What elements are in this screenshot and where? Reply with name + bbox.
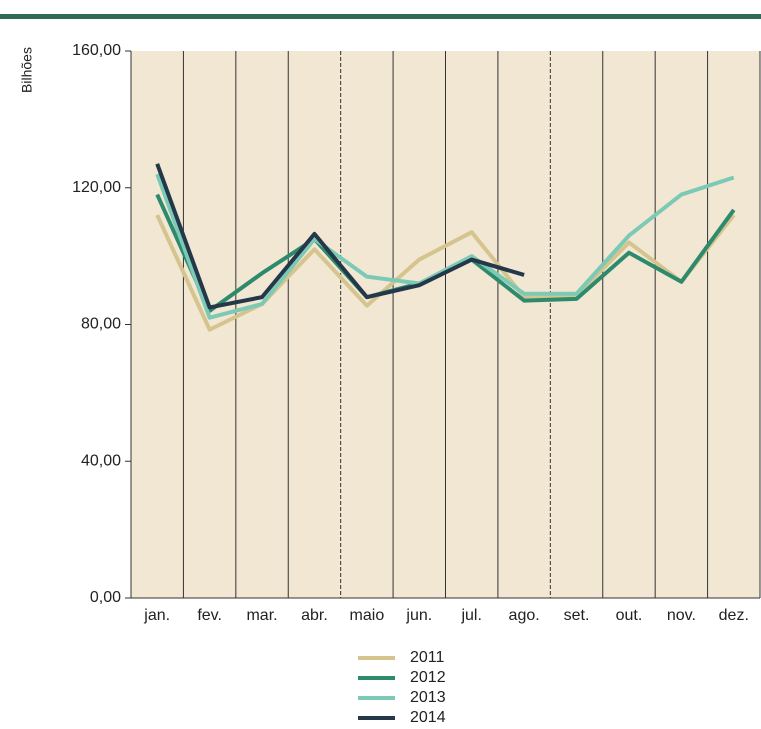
x-tick-label: mar. <box>246 607 277 624</box>
x-tick-label: set. <box>564 607 590 624</box>
y-tick-label: 0,00 <box>90 589 121 606</box>
y-tick-label: 80,00 <box>81 316 121 333</box>
x-tick-label: fev. <box>197 607 222 624</box>
top-bar <box>0 14 761 19</box>
x-tick-label: ago. <box>509 607 540 624</box>
y-axis-label: Bilhões <box>19 47 35 93</box>
x-tick-label: nov. <box>667 607 696 624</box>
legend-label: 2012 <box>410 669 446 686</box>
x-tick-label: maio <box>350 607 385 624</box>
x-tick-label: jun. <box>405 607 432 624</box>
y-tick-label: 160,00 <box>72 42 121 59</box>
x-tick-label: out. <box>616 607 643 624</box>
y-tick-label: 40,00 <box>81 452 121 469</box>
x-tick-label: jul. <box>460 607 481 624</box>
series-line <box>155 173 735 320</box>
y-tick-label: 120,00 <box>72 179 121 196</box>
legend-label: 2013 <box>410 689 446 706</box>
legend-label: 2014 <box>410 709 446 726</box>
series-line <box>155 163 525 310</box>
x-tick-label: jan. <box>143 607 170 624</box>
x-tick-label: dez. <box>719 607 749 624</box>
legend-label: 2011 <box>410 649 445 666</box>
x-tick-label: abr. <box>301 607 328 624</box>
